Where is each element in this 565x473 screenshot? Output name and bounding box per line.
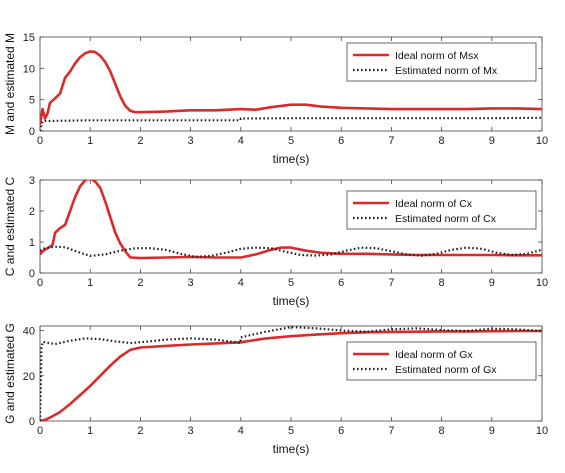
y-tick-label: 40 <box>23 326 35 338</box>
chart-panel-2: 0 1 2 3 4 5 6 7 8 9 10 0 1 2 3 time(s) C and estimated C… <box>3 175 548 308</box>
series-line-estimated <box>40 245 542 258</box>
x-tick-label: 0 <box>37 135 43 147</box>
x-tick-label: 6 <box>338 135 344 147</box>
y-tick-label: 15 <box>23 32 35 44</box>
legend-label: Estimated norm of Cx <box>395 213 497 225</box>
y-axis-label: G and estimated G <box>3 323 17 424</box>
y-axis-label: C and estimated C <box>3 176 17 276</box>
x-tick-label: 10 <box>536 277 548 289</box>
series-line-ideal <box>40 180 542 260</box>
x-tick-label: 1 <box>87 277 93 289</box>
x-axis-label: time(s) <box>273 442 310 456</box>
series-line-ideal <box>40 329 542 421</box>
legend: Ideal norm of Gx Estimated norm of Gx <box>346 341 537 381</box>
x-tick-label: 9 <box>489 277 495 289</box>
x-tick-label: 2 <box>137 425 143 437</box>
x-axis-label: time(s) <box>273 294 310 308</box>
legend: Ideal norm of Msx Estimated norm of Mx <box>346 42 537 82</box>
x-tick-label: 5 <box>288 277 294 289</box>
y-tick-label: 0 <box>29 416 35 428</box>
x-tick-label: 0 <box>37 277 43 289</box>
y-axis-label: M and estimated M <box>3 33 17 135</box>
chart-panel-3: 0 1 2 3 4 5 6 7 8 9 10 0 20 40 time(s) G and estimated … <box>3 323 548 456</box>
x-tick-label: 8 <box>439 425 445 437</box>
legend-box <box>346 190 537 230</box>
legend-label: Estimated norm of Mx <box>395 65 498 77</box>
x-tick-label: 2 <box>137 277 143 289</box>
legend-box <box>346 341 537 381</box>
y-tick-label: 2 <box>29 206 35 218</box>
legend-label: Ideal norm of Gx <box>395 349 473 361</box>
x-tick-label: 4 <box>238 135 244 147</box>
legend-label: Ideal norm of Cx <box>395 198 473 210</box>
x-tick-label: 3 <box>188 277 194 289</box>
chart-panel-1: 0 1 2 3 4 5 6 7 8 9 10 0 5 10 15 time(s) M and estimated… <box>3 32 548 166</box>
x-tick-label: 9 <box>489 135 495 147</box>
x-tick-label: 2 <box>137 135 143 147</box>
series-line-estimated <box>40 326 542 421</box>
x-tick-label: 8 <box>439 277 445 289</box>
legend-box <box>346 42 537 82</box>
y-tick-label: 10 <box>23 63 35 75</box>
x-axis-label: time(s) <box>273 152 310 166</box>
series-line-estimated <box>40 116 542 131</box>
y-tick-label: 0 <box>29 126 35 138</box>
x-tick-label: 10 <box>536 425 548 437</box>
x-tick-label: 0 <box>37 425 43 437</box>
x-tick-label: 8 <box>439 135 445 147</box>
y-tick-label: 3 <box>29 175 35 187</box>
series-line-ideal <box>40 50 542 125</box>
x-tick-label: 1 <box>87 135 93 147</box>
x-tick-label: 5 <box>288 425 294 437</box>
x-tick-label: 5 <box>288 135 294 147</box>
y-tick-label: 1 <box>29 237 35 249</box>
x-tick-label: 7 <box>388 425 394 437</box>
x-tick-label: 7 <box>388 277 394 289</box>
x-tick-label: 6 <box>338 277 344 289</box>
x-tick-label: 3 <box>188 135 194 147</box>
x-tick-label: 3 <box>188 425 194 437</box>
x-tick-label: 1 <box>87 425 93 437</box>
y-tick-label: 20 <box>23 371 35 383</box>
x-tick-label: 6 <box>338 425 344 437</box>
x-tick-label: 4 <box>238 277 244 289</box>
x-tick-label: 10 <box>536 135 548 147</box>
x-tick-label: 7 <box>388 135 394 147</box>
y-tick-label: 5 <box>29 95 35 107</box>
legend: Ideal norm of Cx Estimated norm of Cx <box>346 190 537 230</box>
legend-label: Ideal norm of Msx <box>395 50 479 62</box>
x-tick-label: 4 <box>238 425 244 437</box>
x-tick-label: 9 <box>489 425 495 437</box>
y-tick-label: 0 <box>29 268 35 280</box>
legend-label: Estimated norm of Gx <box>395 364 497 376</box>
